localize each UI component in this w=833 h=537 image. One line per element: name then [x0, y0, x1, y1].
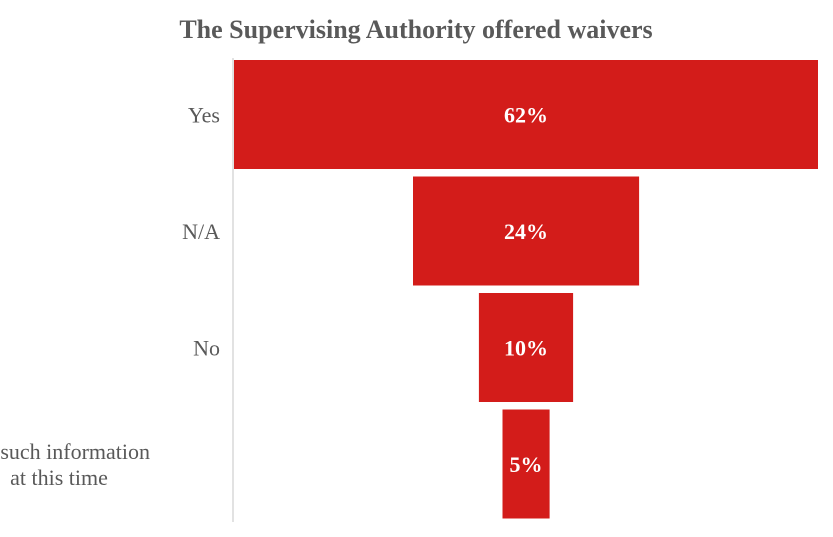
category-label-1: N/A [182, 219, 220, 244]
value-label-1: 24% [504, 219, 548, 244]
chart-title: The Supervising Authority offered waiver… [179, 15, 652, 44]
category-label-line: at this time [10, 465, 108, 490]
category-label-line: No such information [0, 439, 150, 464]
value-labels: 62% 24% 10% 5% [504, 103, 548, 478]
value-label-3: 5% [510, 452, 543, 477]
bars-layer [234, 60, 818, 519]
funnel-bar-1 [413, 176, 640, 286]
category-label-line: No [193, 336, 220, 361]
funnel-bar-0 [234, 60, 818, 169]
category-label-2: No [193, 336, 220, 361]
category-label-line: Yes [188, 103, 220, 128]
category-label-0: Yes [188, 103, 220, 128]
category-label-line: N/A [182, 219, 220, 244]
funnel-bar-2 [478, 293, 574, 402]
value-label-0: 62% [504, 103, 548, 128]
value-label-2: 10% [504, 336, 548, 361]
funnel-bar-3 [502, 409, 550, 519]
